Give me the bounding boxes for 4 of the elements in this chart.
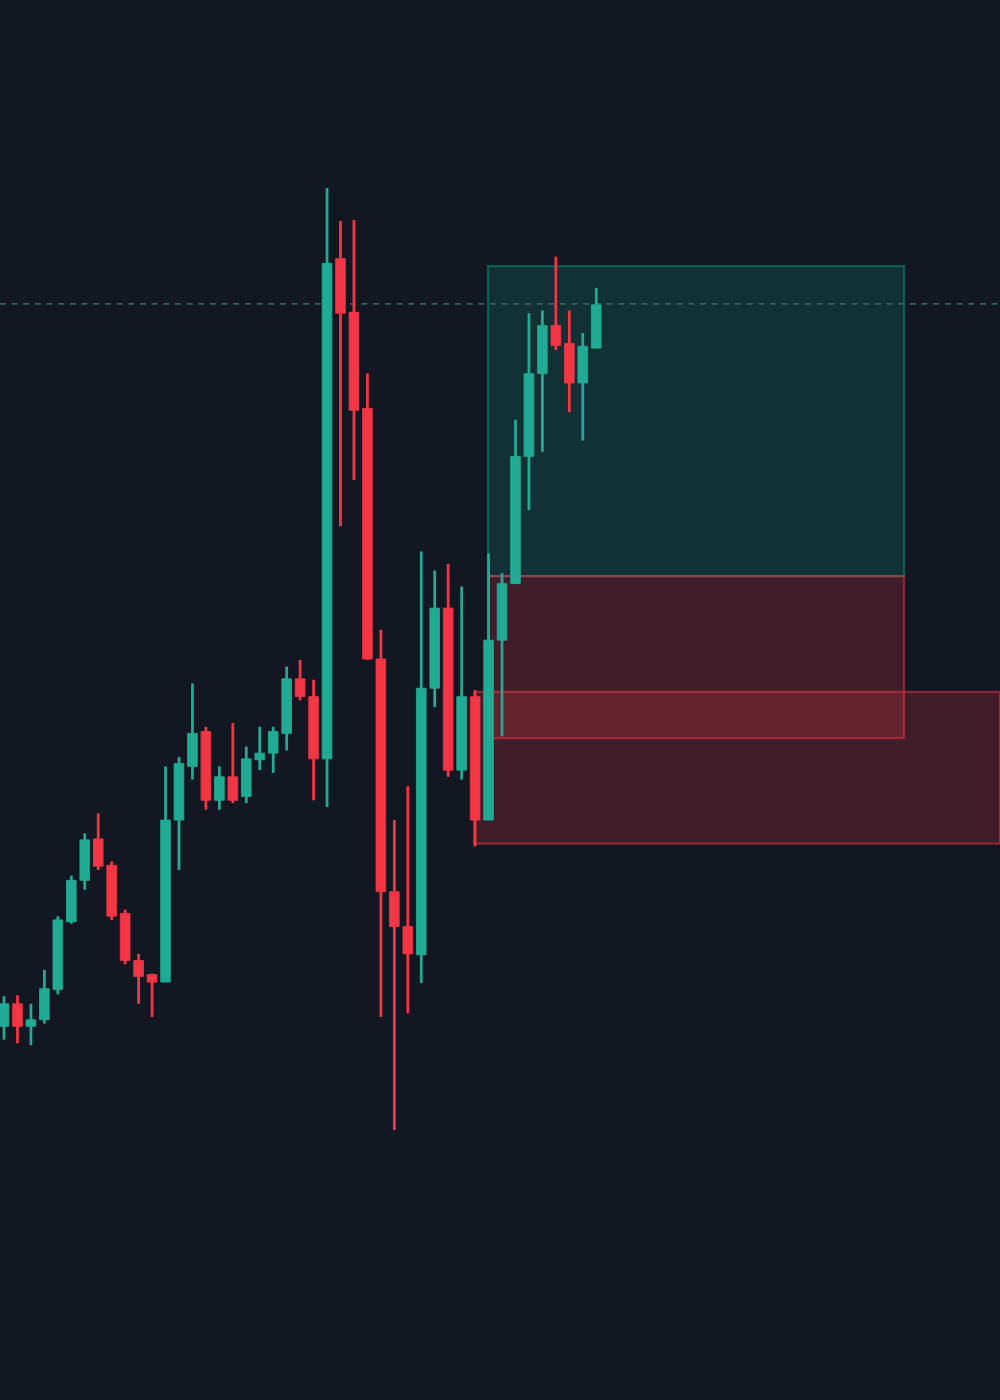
candlestick [214, 765, 225, 812]
candlestick [0, 994, 10, 1041]
candlestick [227, 721, 239, 805]
candlestick [12, 993, 23, 1045]
